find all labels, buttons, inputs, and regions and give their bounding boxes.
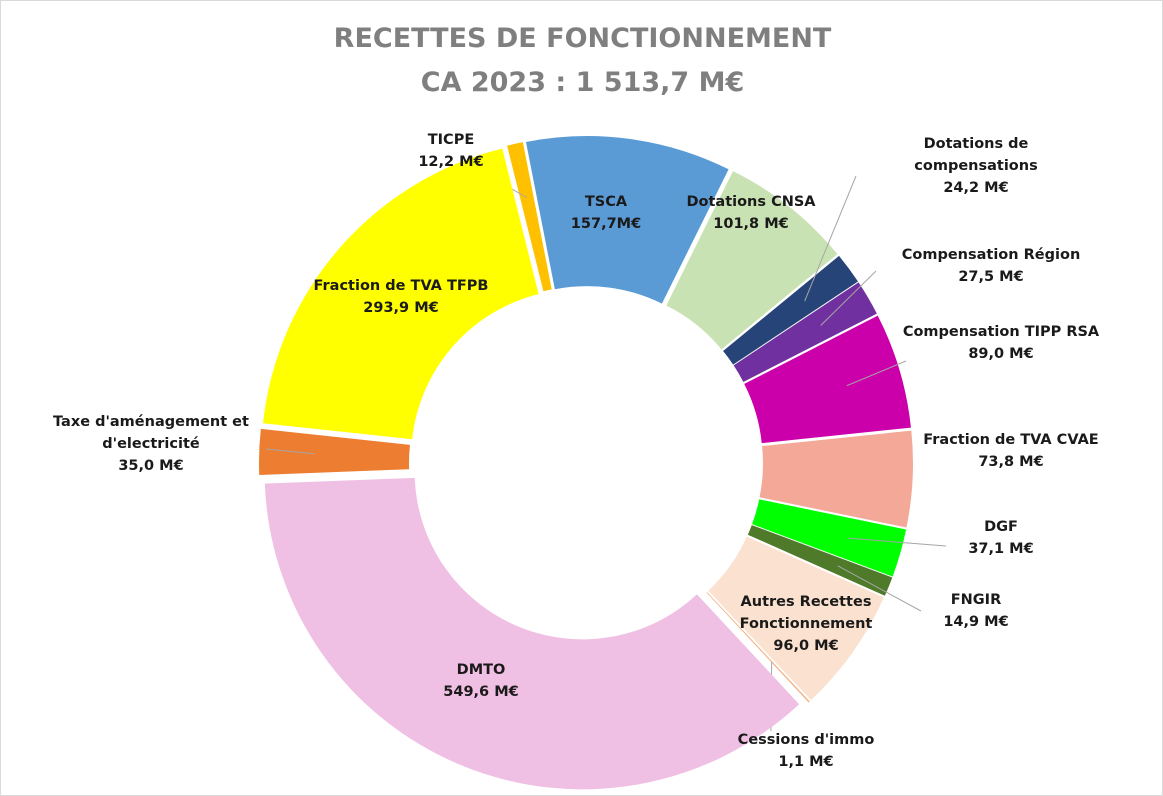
category-label: DGF — [984, 519, 1018, 535]
data-label: Taxe d'aménagement et d'electricité 35,0 … — [31, 411, 271, 477]
value-label: 14,9 M€ — [943, 614, 1009, 630]
category-label: Cessions d'immo — [737, 732, 875, 748]
data-label: FNGIR 14,9 M€ — [921, 589, 1031, 633]
donut-slice — [752, 499, 907, 577]
value-label: 101,8 M€ — [713, 216, 789, 232]
value-label: 37,1 M€ — [968, 541, 1034, 557]
value-label: 24,2 M€ — [943, 180, 1009, 196]
category-label: FNGIR — [950, 592, 1002, 608]
data-label: Autres Recettes Fonctionnement 96,0 M€ — [716, 591, 896, 657]
value-label: 96,0 M€ — [773, 638, 839, 654]
donut-slice — [525, 136, 729, 304]
donut-slice — [264, 477, 800, 790]
chart-subtitle: CA 2023 : 1 513,7 M€ — [420, 67, 745, 98]
donut-slice — [507, 142, 552, 292]
value-label: 73,8 M€ — [978, 454, 1044, 470]
donut-slice — [263, 148, 539, 440]
value-label: 157,7M€ — [570, 216, 642, 232]
value-label: 1,1 M€ — [778, 754, 834, 770]
category-label: Autres Recettes Fonctionnement — [739, 594, 873, 632]
leader-line — [804, 175, 857, 302]
data-label: Dotations de compensations 24,2 M€ — [881, 133, 1071, 199]
category-label: Fraction de TVA TFPB — [313, 278, 489, 294]
data-label: Dotations CNSA 101,8 M€ — [666, 191, 836, 235]
leader-line — [837, 565, 922, 612]
donut-slice — [744, 315, 911, 444]
category-label: DMTO — [456, 662, 506, 678]
category-label: Dotations de compensations — [914, 136, 1038, 174]
value-label: 89,0 M€ — [968, 346, 1034, 362]
donut-slice — [723, 255, 859, 365]
data-label: Compensation Région 27,5 M€ — [876, 244, 1106, 288]
value-label: 293,9 M€ — [363, 300, 439, 316]
data-label: Compensation TIPP RSA 89,0 M€ — [901, 321, 1101, 365]
category-label: Dotations CNSA — [686, 194, 816, 210]
value-label: 12,2 M€ — [418, 154, 484, 170]
data-label: DGF 37,1 M€ — [951, 516, 1051, 560]
data-label: DMTO 549,6 M€ — [411, 659, 551, 703]
donut-slice — [666, 171, 838, 350]
value-label: 35,0 M€ — [118, 458, 184, 474]
data-label: Fraction de TVA TFPB 293,9 M€ — [271, 275, 531, 319]
leader-line — [820, 270, 877, 326]
leader-line — [265, 448, 315, 455]
leader-line — [847, 537, 947, 547]
category-label: Compensation Région — [901, 247, 1081, 263]
donut-slice — [706, 592, 810, 703]
data-label: TICPE 12,2 M€ — [391, 129, 511, 173]
data-label: TSCA 157,7M€ — [531, 191, 681, 235]
donut-slice — [747, 525, 893, 596]
data-label: Fraction de TVA CVAE 73,8 M€ — [901, 429, 1121, 473]
chart-title: RECETTES DE FONCTIONNEMENT — [333, 23, 832, 54]
category-label: Fraction de TVA CVAE — [923, 432, 1099, 448]
category-label: TICPE — [427, 132, 475, 148]
leader-line — [846, 360, 907, 387]
category-label: Compensation TIPP RSA — [902, 324, 1100, 340]
value-label: 549,6 M€ — [443, 684, 519, 700]
donut-slice — [759, 430, 913, 528]
category-label: Taxe d'aménagement et d'electricité — [53, 414, 249, 452]
data-label: Cessions d'immo 1,1 M€ — [706, 729, 906, 773]
category-label: TSCA — [584, 194, 628, 210]
donut-slice — [259, 428, 410, 475]
donut-slice — [733, 282, 877, 382]
donut-slice — [708, 536, 884, 701]
value-label: 27,5 M€ — [958, 269, 1024, 285]
